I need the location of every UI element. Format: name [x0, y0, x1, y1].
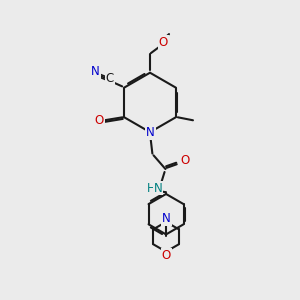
Text: N: N: [154, 182, 162, 194]
Text: C: C: [106, 72, 114, 85]
Text: O: O: [158, 36, 168, 49]
Text: N: N: [162, 212, 171, 225]
Text: O: O: [94, 114, 103, 127]
Text: N: N: [146, 126, 155, 139]
Text: N: N: [92, 65, 100, 78]
Text: O: O: [180, 154, 189, 166]
Text: H: H: [147, 182, 156, 194]
Text: O: O: [162, 249, 171, 262]
